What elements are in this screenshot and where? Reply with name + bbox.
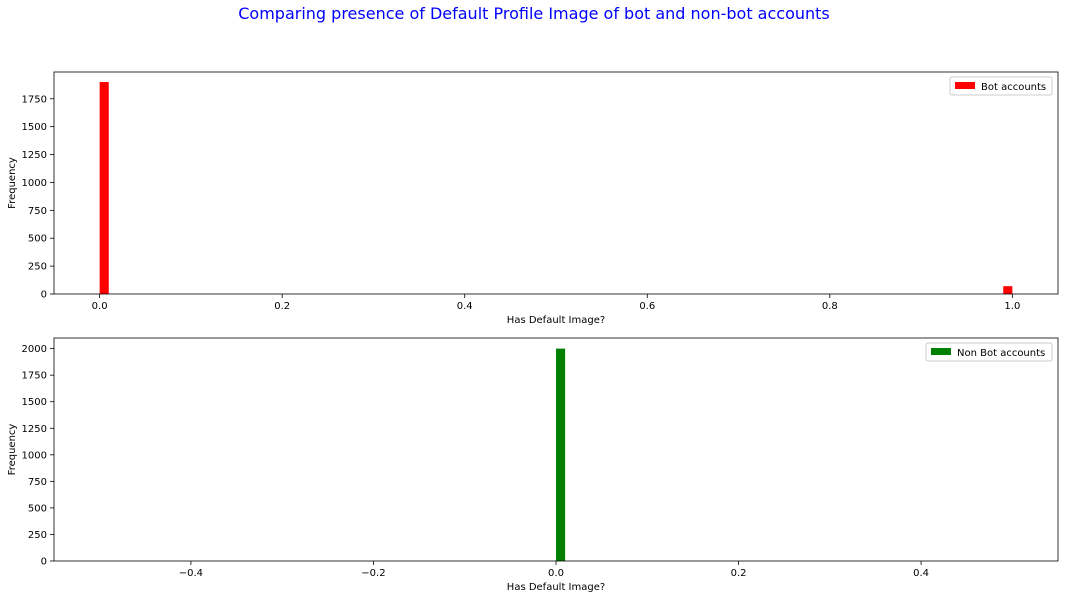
x-tick-label: 0.0 bbox=[548, 568, 564, 579]
legend-box bbox=[949, 76, 1053, 96]
y-tick-label: 1250 bbox=[22, 150, 47, 161]
x-tick-label: 1.0 bbox=[1004, 301, 1020, 312]
legend-label: Bot accounts bbox=[981, 82, 1046, 93]
x-tick-label: 0.2 bbox=[274, 301, 290, 312]
y-tick-label: 750 bbox=[28, 206, 47, 217]
y-tick-label: 250 bbox=[28, 530, 47, 541]
chart-panel-bot: 0.0 0.2 0.4 0.6 0.8 1.0 0 250 500 750 1000 1250 1500… bbox=[7, 71, 1059, 326]
y-tick-label: 2000 bbox=[22, 344, 47, 355]
x-tick-label: 0.8 bbox=[822, 301, 838, 312]
histogram-bar bbox=[1003, 286, 1013, 294]
y-tick-label: 0 bbox=[41, 557, 47, 568]
legend-swatch bbox=[955, 82, 975, 89]
y-tick-label: 1000 bbox=[22, 178, 47, 189]
legend-swatch bbox=[931, 348, 951, 355]
y-tick-label: 500 bbox=[28, 234, 47, 245]
histogram-bar bbox=[556, 348, 566, 561]
y-tick-label: 500 bbox=[28, 503, 47, 514]
y-tick-label: 750 bbox=[28, 477, 47, 488]
histogram-bar bbox=[99, 82, 109, 295]
y-axis-label: Frequency bbox=[7, 424, 18, 476]
x-tick-label: −0.2 bbox=[361, 568, 385, 579]
y-tick-label: 1500 bbox=[22, 122, 47, 133]
legend-label: Non Bot accounts bbox=[957, 348, 1045, 359]
x-tick-label: −0.4 bbox=[179, 568, 203, 579]
x-tick-label: 0.0 bbox=[92, 301, 108, 312]
y-tick-label: 1750 bbox=[22, 94, 47, 105]
x-tick-label: 0.2 bbox=[731, 568, 747, 579]
y-tick-label: 0 bbox=[41, 290, 47, 301]
x-tick-label: 0.4 bbox=[457, 301, 473, 312]
legend-box bbox=[925, 342, 1053, 362]
x-tick-label: 0.6 bbox=[639, 301, 655, 312]
x-axis-label: Has Default Image? bbox=[507, 582, 605, 593]
x-tick-label: 0.4 bbox=[913, 568, 929, 579]
x-axis-label: Has Default Image? bbox=[507, 315, 605, 326]
y-axis-label: Frequency bbox=[7, 157, 18, 209]
chart-panel-non-bot: −0.4 −0.2 0.0 0.2 0.4 0 250 500 750 1000 1250 1500 1… bbox=[7, 337, 1059, 593]
y-tick-label: 1750 bbox=[22, 371, 47, 382]
y-tick-label: 250 bbox=[28, 262, 47, 273]
figure-title: Comparing presence of Default Profile Im… bbox=[238, 4, 830, 23]
y-tick-label: 1500 bbox=[22, 397, 47, 408]
plot-frame bbox=[53, 71, 1059, 295]
y-tick-label: 1000 bbox=[22, 450, 47, 461]
y-tick-label: 1250 bbox=[22, 424, 47, 435]
